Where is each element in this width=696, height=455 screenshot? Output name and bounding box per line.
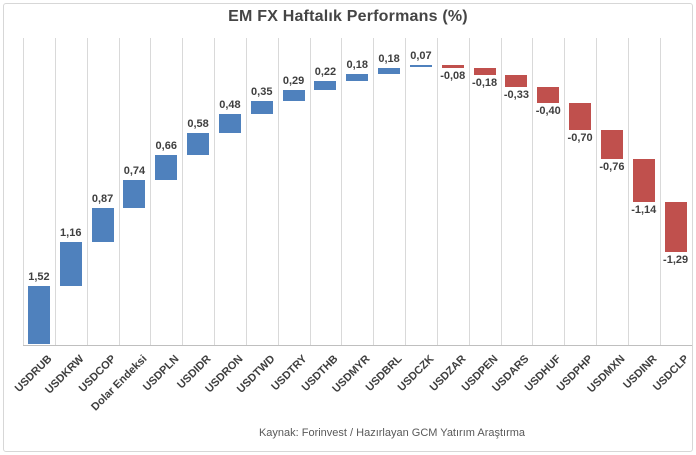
bar-Dolar Endeksi <box>123 180 146 209</box>
source-note: Kaynak: Forinvest / Hazırlayan GCM Yatır… <box>258 427 526 439</box>
gridline <box>214 38 215 345</box>
gridline <box>532 38 534 345</box>
value-label: -0,70 <box>567 131 593 144</box>
bar-USDHUF <box>537 87 560 103</box>
bar-USDZAR <box>441 64 464 68</box>
value-label: 0,66 <box>155 139 177 152</box>
bar-USDRUB <box>27 286 50 345</box>
value-label: -0,18 <box>472 76 498 89</box>
bar-USDMXN <box>600 129 623 159</box>
value-label: -1,29 <box>663 253 689 266</box>
gridline <box>436 38 438 345</box>
value-label: 0,87 <box>91 193 114 206</box>
value-label: 1,52 <box>28 271 50 284</box>
gridline <box>564 38 566 345</box>
gridline <box>373 38 375 345</box>
gridline <box>23 38 24 345</box>
gridline <box>405 38 406 345</box>
gridline <box>277 38 279 345</box>
gridline <box>691 38 693 345</box>
value-label: -0,40 <box>535 104 561 117</box>
value-label: 0,22 <box>314 66 337 79</box>
value-label: -0,76 <box>599 160 625 173</box>
gridline <box>468 38 470 345</box>
value-label: -0,33 <box>503 89 529 102</box>
bar-USDCLP <box>664 202 687 252</box>
bar-USDARS <box>505 74 528 88</box>
bar-USDPHP <box>569 102 592 130</box>
bar-USDRON <box>218 114 241 133</box>
value-label: 1,16 <box>60 226 82 239</box>
chart-title: EM FX Haftalık Performans (%) <box>228 8 468 25</box>
gridline <box>54 38 56 345</box>
bar-USDTHB <box>314 81 337 90</box>
value-label: 0,35 <box>251 85 273 98</box>
bar-USDPLN <box>155 154 178 181</box>
gridline <box>659 38 661 345</box>
gridline <box>182 38 184 345</box>
bar-USDINR <box>632 158 655 203</box>
gridline <box>118 38 120 345</box>
gridline <box>309 38 311 345</box>
bar-USDCOP <box>91 208 114 242</box>
gridline <box>150 38 152 345</box>
value-label: 0,18 <box>378 52 400 65</box>
value-label: 0,48 <box>219 99 241 112</box>
value-label: 0,07 <box>410 49 432 62</box>
bar-USDCZK <box>409 64 432 68</box>
gridline <box>500 38 502 345</box>
value-label: -1,14 <box>631 204 657 217</box>
gridline <box>245 38 247 345</box>
bar-USDPEN <box>473 67 496 75</box>
bar-USDKRW <box>59 241 82 287</box>
gridline <box>341 38 343 345</box>
x-axis-line <box>23 344 692 346</box>
gridline <box>86 38 88 345</box>
gridline <box>596 38 597 345</box>
value-label: 0,58 <box>187 117 209 130</box>
bar-USDMYR <box>346 74 369 82</box>
gridline <box>627 38 629 345</box>
bar-USDTWD <box>250 100 273 115</box>
bar-USDTRY <box>282 89 305 101</box>
value-label: 0,29 <box>282 74 305 87</box>
bar-USDIDR <box>187 132 210 155</box>
bar-USDBRL <box>378 67 401 75</box>
value-label: -0,08 <box>440 69 466 82</box>
value-label: 0,74 <box>123 165 146 178</box>
value-label: 0,18 <box>346 59 368 72</box>
